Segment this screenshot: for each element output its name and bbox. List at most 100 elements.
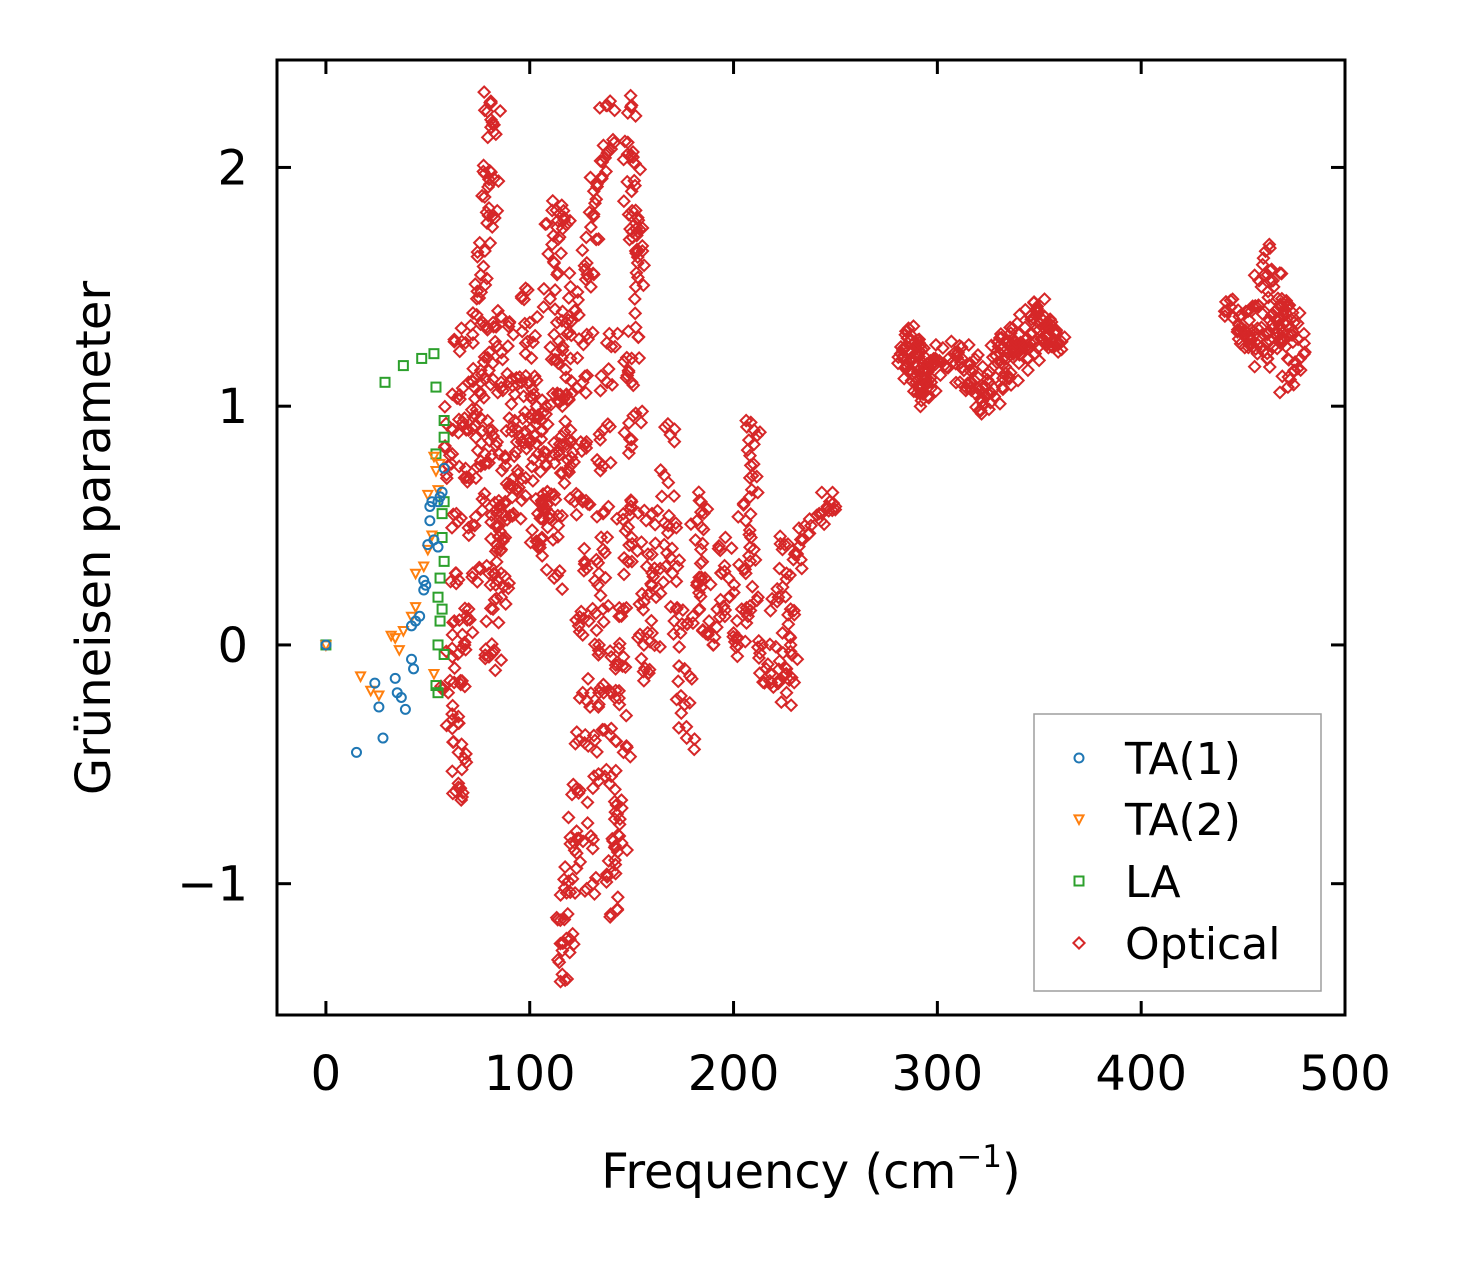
point-optical-150-band-1 — [768, 639, 783, 654]
point-optical-166 — [445, 721, 460, 736]
point-ta2-5 — [389, 633, 402, 645]
point-optical-218-band-3 — [507, 507, 522, 522]
point-optical-99-band-0 — [644, 547, 659, 562]
point-optical-36-band-3 — [600, 530, 615, 545]
point-optical-136-band-3 — [743, 415, 758, 430]
point-optical-53-band-3 — [569, 725, 584, 740]
point-optical-235-band-3 — [535, 493, 550, 508]
point-optical-265-band-3 — [904, 350, 919, 365]
point-optical-59-band-2 — [549, 910, 564, 925]
point-optical-101 — [636, 637, 651, 652]
point-optical-40-band-1 — [591, 697, 606, 712]
point-optical-304-band-3 — [1036, 308, 1051, 323]
point-ta2-16 — [427, 451, 441, 464]
point-optical-162-band-2 — [445, 698, 460, 713]
point-optical-4 — [481, 172, 497, 187]
point-optical-230-band-2 — [464, 373, 479, 388]
point-optical-327-band-0 — [1255, 257, 1270, 272]
point-optical-84-band-2 — [580, 368, 595, 383]
point-optical-191-band-2 — [498, 596, 513, 612]
point-optical-36-band-0 — [597, 545, 612, 560]
point-optical-291-band-2 — [998, 366, 1013, 381]
point-optical-171-band-2 — [451, 514, 466, 529]
point-optical-305 — [1219, 303, 1234, 318]
point-optical-202-band-0 — [530, 309, 545, 324]
point-optical-201 — [518, 346, 533, 361]
point-optical-115-band-3 — [671, 720, 686, 735]
point-la-16 — [438, 431, 450, 443]
point-optical-208-band-3 — [534, 424, 549, 439]
point-optical-100-band-3 — [632, 597, 647, 612]
point-optical-162-band-3 — [445, 707, 460, 722]
point-optical-79 — [583, 220, 598, 235]
point-ta2-13 — [421, 489, 434, 502]
point-optical-110-band-2 — [658, 559, 673, 574]
point-la-8 — [432, 687, 444, 699]
point-optical-332 — [1280, 380, 1295, 395]
point-ta1-26 — [438, 462, 450, 474]
point-optical-245-band-1 — [569, 507, 584, 522]
point-optical-179-band-2 — [483, 236, 498, 251]
point-optical-202-band-3 — [528, 328, 543, 343]
point-optical-43 — [583, 828, 598, 843]
point-optical-106-band-3 — [660, 525, 675, 541]
point-optical-30-band-0 — [618, 523, 633, 538]
point-optical-302-band-2 — [1017, 338, 1032, 353]
point-optical-3-band-3 — [486, 171, 501, 186]
point-optical-324-band-2 — [1260, 327, 1275, 342]
point-optical-170-band-1 — [449, 576, 464, 591]
point-optical-90-band-3 — [624, 554, 639, 569]
point-optical-41-band-1 — [581, 738, 596, 754]
point-optical-133-band-3 — [744, 482, 759, 497]
point-optical-2-band-0 — [488, 127, 503, 142]
point-optical-302-band-3 — [1028, 334, 1043, 349]
point-optical-223-band-3 — [495, 383, 510, 398]
point-optical-332-band-1 — [1281, 370, 1296, 385]
point-optical-334-band-3 — [1241, 304, 1256, 319]
point-optical-178-band-1 — [479, 271, 494, 286]
point-optical-138-band-3 — [743, 603, 758, 618]
point-optical-306-band-3 — [1231, 303, 1246, 318]
point-optical-150-band-3 — [782, 629, 797, 644]
point-optical-74-band-0 — [536, 299, 551, 315]
legend-label-ta2: TA(2) — [1124, 795, 1241, 846]
point-la-15 — [438, 415, 450, 427]
point-optical-124-band-3 — [718, 602, 733, 618]
point-optical-213-band-2 — [525, 523, 540, 538]
point-optical-286 — [1036, 332, 1051, 347]
point-optical-18-band-2 — [552, 206, 567, 221]
point-optical-22-band-1 — [630, 270, 645, 285]
point-optical-333-band-2 — [1233, 324, 1248, 339]
point-optical-303-band-2 — [1036, 320, 1051, 335]
point-optical-123-band-2 — [701, 625, 716, 640]
point-optical-22-band-0 — [629, 265, 644, 280]
point-optical-329-band-0 — [1270, 291, 1285, 306]
point-optical-267-band-0 — [944, 334, 959, 349]
point-optical-26-band-3 — [626, 378, 641, 393]
point-optical-233-band-2 — [464, 402, 479, 417]
point-optical-104-band-1 — [653, 586, 668, 601]
legend-label-optical: Optical — [1125, 919, 1280, 970]
point-optical-119-band-0 — [692, 493, 707, 508]
point-optical-262-band-3 — [921, 390, 936, 405]
point-optical-60-band-1 — [565, 926, 580, 941]
point-ta2-6 — [393, 645, 406, 657]
point-optical-114-band-1 — [669, 692, 684, 707]
point-la-6 — [430, 381, 442, 393]
point-optical-246-band-1 — [543, 511, 558, 526]
point-optical-113-band-3 — [684, 671, 699, 686]
point-optical-216-band-1 — [521, 431, 536, 446]
point-optical-14-band-2 — [545, 193, 560, 208]
point-la-19 — [436, 603, 448, 615]
point-optical-98-band-2 — [639, 513, 654, 528]
point-optical-80-band-0 — [586, 207, 601, 222]
point-optical-28-band-0 — [624, 439, 639, 454]
point-optical-74-band-3 — [548, 283, 563, 298]
point-optical-24-band-1 — [628, 306, 643, 321]
point-optical-116-band-3 — [691, 603, 707, 618]
point-optical-144-band-1 — [771, 676, 786, 691]
point-optical-45-band-1 — [610, 901, 625, 917]
point-optical-245-band-3 — [575, 493, 590, 508]
point-optical-24-band-0 — [621, 324, 636, 339]
point-optical-109-band-2 — [660, 416, 675, 431]
